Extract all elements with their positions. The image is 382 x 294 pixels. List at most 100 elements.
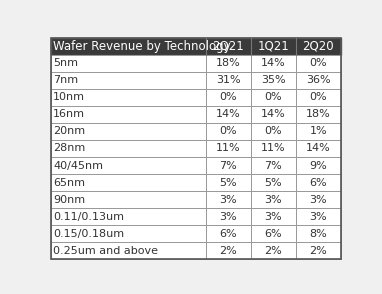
Text: 5%: 5% [265, 178, 282, 188]
Text: 2Q21: 2Q21 [212, 40, 244, 53]
Text: 1Q21: 1Q21 [257, 40, 289, 53]
Text: 6%: 6% [220, 229, 237, 239]
Text: 2%: 2% [264, 246, 282, 256]
Bar [206, 106, 251, 123]
Text: 0%: 0% [220, 126, 237, 136]
Bar [51, 191, 206, 208]
Text: 11%: 11% [216, 143, 241, 153]
Bar [251, 106, 296, 123]
Text: 3%: 3% [309, 212, 327, 222]
Bar [251, 191, 296, 208]
Bar [51, 225, 206, 242]
Bar [296, 106, 341, 123]
Bar [296, 174, 341, 191]
Text: 3%: 3% [265, 212, 282, 222]
Bar [51, 242, 206, 259]
Bar [51, 157, 206, 174]
Bar [296, 72, 341, 89]
Bar [51, 89, 206, 106]
Text: 18%: 18% [306, 109, 331, 119]
Text: 0%: 0% [309, 58, 327, 68]
Bar [251, 208, 296, 225]
Bar [296, 89, 341, 106]
Bar [206, 242, 251, 259]
Text: 2%: 2% [309, 246, 327, 256]
Text: 65nm: 65nm [53, 178, 85, 188]
Bar [51, 106, 206, 123]
Text: 0%: 0% [265, 126, 282, 136]
Bar [296, 242, 341, 259]
Text: 5nm: 5nm [53, 58, 78, 68]
Text: 0%: 0% [220, 92, 237, 102]
Text: 18%: 18% [216, 58, 241, 68]
Bar [51, 38, 341, 55]
Bar [206, 38, 251, 55]
Text: 3%: 3% [220, 212, 237, 222]
Text: 10nm: 10nm [53, 92, 85, 102]
Bar [251, 38, 296, 55]
Text: 2Q20: 2Q20 [303, 40, 334, 53]
Text: 1%: 1% [309, 126, 327, 136]
Text: 3%: 3% [309, 195, 327, 205]
Text: 0.11/0.13um: 0.11/0.13um [53, 212, 124, 222]
Text: 9%: 9% [309, 161, 327, 171]
Bar [296, 208, 341, 225]
Bar [206, 225, 251, 242]
Text: 7%: 7% [220, 161, 237, 171]
Text: 14%: 14% [306, 143, 331, 153]
Bar [206, 72, 251, 89]
Bar [296, 140, 341, 157]
Bar [251, 174, 296, 191]
Text: 14%: 14% [261, 58, 286, 68]
Bar [206, 174, 251, 191]
Text: 6%: 6% [309, 178, 327, 188]
Bar [206, 140, 251, 157]
Bar [296, 38, 341, 55]
Bar [51, 174, 206, 191]
Text: 3%: 3% [265, 195, 282, 205]
Bar [206, 123, 251, 140]
Bar [206, 89, 251, 106]
Bar [206, 157, 251, 174]
Bar [296, 55, 341, 72]
Text: 0%: 0% [309, 92, 327, 102]
Bar [51, 38, 206, 55]
Text: 36%: 36% [306, 75, 331, 85]
Text: 16nm: 16nm [53, 109, 85, 119]
Text: 7nm: 7nm [53, 75, 78, 85]
Text: 20nm: 20nm [53, 126, 85, 136]
Text: 14%: 14% [261, 109, 286, 119]
Bar [251, 55, 296, 72]
Bar [296, 225, 341, 242]
Text: 31%: 31% [216, 75, 241, 85]
Text: 35%: 35% [261, 75, 286, 85]
Bar [251, 89, 296, 106]
Text: 28nm: 28nm [53, 143, 85, 153]
Bar [51, 55, 206, 72]
Text: 40/45nm: 40/45nm [53, 161, 103, 171]
Text: 5%: 5% [220, 178, 237, 188]
Bar [251, 157, 296, 174]
Bar [51, 72, 206, 89]
Text: 3%: 3% [220, 195, 237, 205]
Text: 90nm: 90nm [53, 195, 85, 205]
Bar [296, 191, 341, 208]
Text: 6%: 6% [265, 229, 282, 239]
Bar [251, 225, 296, 242]
Text: 14%: 14% [216, 109, 241, 119]
Text: 7%: 7% [264, 161, 282, 171]
Bar [51, 140, 206, 157]
Text: 0.25um and above: 0.25um and above [53, 246, 158, 256]
Text: 8%: 8% [309, 229, 327, 239]
Bar [206, 191, 251, 208]
Bar [206, 55, 251, 72]
Bar [251, 140, 296, 157]
Bar [296, 123, 341, 140]
Bar [51, 208, 206, 225]
Bar [206, 208, 251, 225]
Text: 0.15/0.18um: 0.15/0.18um [53, 229, 124, 239]
Bar [51, 123, 206, 140]
Bar [296, 157, 341, 174]
Text: 2%: 2% [220, 246, 237, 256]
Text: 11%: 11% [261, 143, 286, 153]
